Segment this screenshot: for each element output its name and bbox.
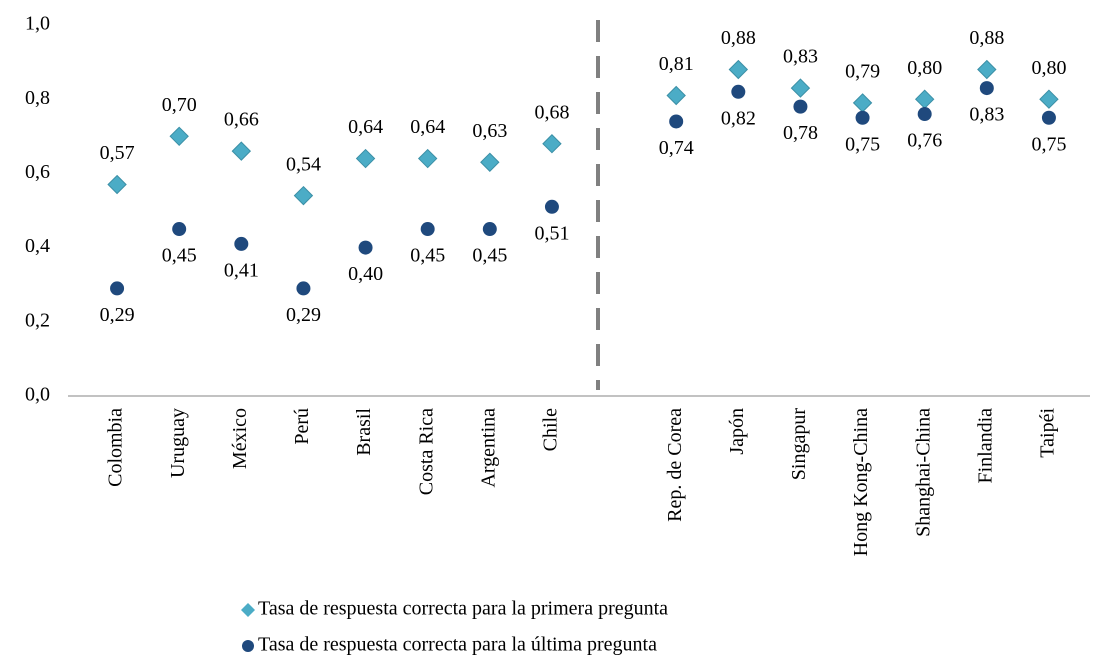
y-tick-label: 1,0 [25,13,50,35]
value-label: 0,74 [659,137,694,159]
value-label: 0,81 [659,53,694,75]
value-label: 0,57 [100,142,135,164]
value-label: 0,29 [286,304,321,326]
value-label: 0,40 [348,263,383,285]
value-label: 0,70 [162,94,197,116]
value-label: 0,64 [410,116,445,138]
x-tick-label: Japón [726,408,748,455]
value-label: 0,45 [472,245,507,267]
value-label: 0,88 [721,27,756,49]
circle-marker [731,84,746,99]
value-label: 0,66 [224,109,259,131]
diamond-marker [914,89,935,109]
diamond-marker [666,85,686,106]
circle-marker [1041,110,1056,125]
y-tick-label: 0,6 [25,161,50,183]
x-tick-label: México [229,408,251,469]
value-label: 0,68 [534,101,569,123]
diamond-marker [1039,89,1059,109]
y-tick-label: 0,0 [25,384,50,406]
diamond-marker [480,152,500,172]
circle-marker [296,281,311,296]
value-label: 0,64 [348,116,383,138]
x-tick-label: Rep. de Corea [664,408,686,522]
value-label: 0,78 [783,122,818,144]
diamond-marker [790,78,811,98]
x-tick-label: Brasil [353,408,375,456]
y-tick-label: 0,2 [25,309,50,331]
diamond-marker [728,59,749,80]
value-label: 0,80 [1031,57,1066,79]
x-tick-label: Perú [291,408,313,445]
legend-marker [241,603,255,617]
value-label: 0,54 [286,153,321,175]
circle-marker [234,236,249,251]
circle-marker [544,199,559,214]
legend-label: Tasa de respuesta correcta para la prime… [258,598,668,620]
circle-marker [482,222,497,237]
diamond-marker [977,59,997,80]
x-tick-label: Taipéi [1037,408,1059,458]
value-label: 0,75 [1031,133,1066,155]
value-label: 0,88 [969,27,1004,49]
x-tick-label: Chile [540,408,562,451]
diamond-marker [852,93,873,113]
diamond-marker [417,148,438,169]
value-label: 0,45 [410,245,445,267]
value-label: 0,41 [224,259,259,281]
value-label: 0,83 [783,46,818,68]
circle-marker [358,240,373,255]
circle-marker [793,99,808,114]
circle-marker [420,222,435,237]
x-tick-label: Colombia [105,408,127,487]
x-tick-label: Shanghai-China [912,408,934,537]
x-tick-label: Singapur [788,408,810,481]
circle-marker [172,222,187,237]
x-tick-label: Hong Kong-China [850,408,872,556]
value-label: 0,45 [162,245,197,267]
circle-marker [110,281,125,296]
y-tick-label: 0,4 [25,235,50,257]
legend-label: Tasa de respuesta correcta para la últim… [258,634,657,656]
circle-marker [669,114,684,129]
diamond-marker [355,148,376,169]
value-label: 0,79 [845,61,880,83]
value-label: 0,63 [472,120,507,142]
circle-marker [855,110,870,125]
circle-marker [917,107,932,122]
value-label: 0,80 [907,57,942,79]
diamond-marker [293,185,314,206]
x-tick-label: Finlandia [974,408,996,484]
diamond-marker [169,126,189,147]
diamond-marker [107,174,127,195]
y-tick-label: 0,8 [25,87,50,109]
x-tick-label: Uruguay [167,408,189,478]
legend-marker [242,640,254,652]
x-tick-label: Argentina [477,408,499,488]
x-tick-label: Costa Rica [415,408,437,495]
value-label: 0,29 [100,304,135,326]
circle-marker [979,81,994,96]
value-label: 0,51 [534,222,569,244]
value-label: 0,83 [969,104,1004,126]
diamond-marker [231,141,252,161]
diamond-marker [542,134,562,154]
value-label: 0,75 [845,133,880,155]
value-label: 0,82 [721,107,756,129]
value-label: 0,76 [907,130,942,152]
